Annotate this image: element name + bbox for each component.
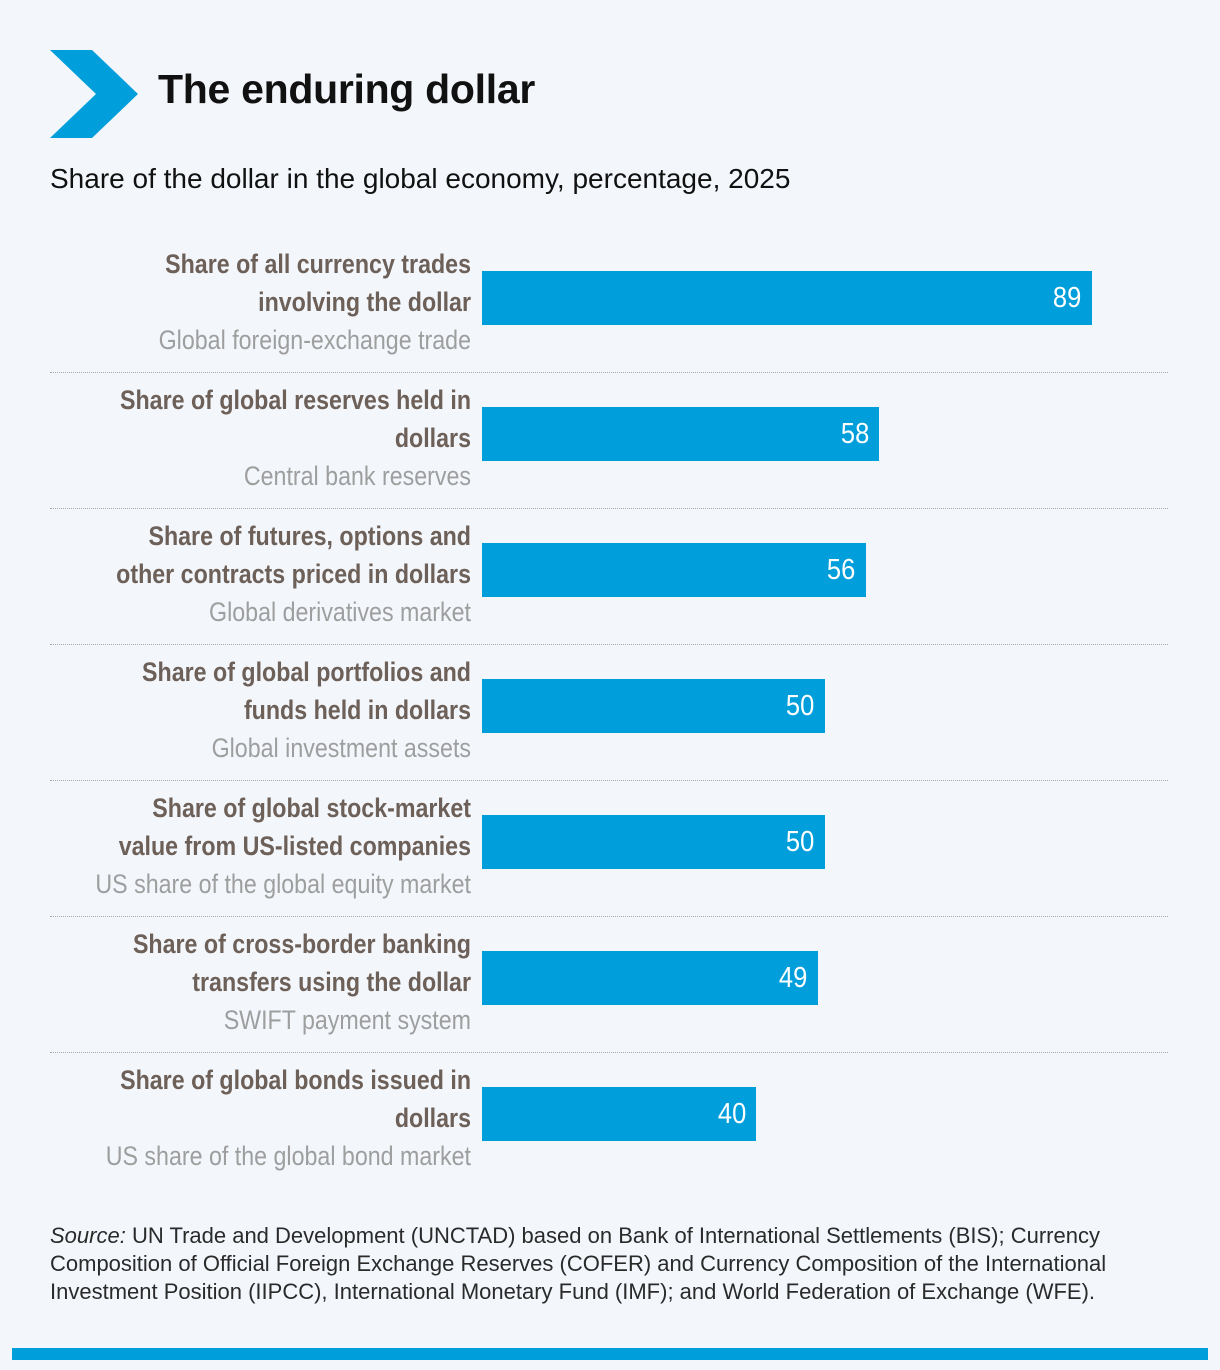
- chart-subtitle: Share of the dollar in the global econom…: [50, 163, 791, 194]
- bar: 50: [482, 679, 825, 733]
- category-title: Share of global stock-market value from …: [118, 793, 471, 861]
- bar-row: Share of global portfolios and funds hel…: [0, 642, 1220, 778]
- bar-value-label: 89: [1053, 282, 1082, 314]
- bar-value-label: 50: [786, 826, 815, 858]
- row-separator: [50, 508, 1168, 509]
- bar-row: Share of futures, options and other cont…: [0, 506, 1220, 642]
- bar-chart: Share of all currency trades involving t…: [0, 230, 1220, 1190]
- bar: 58: [482, 407, 880, 461]
- source-label: Source:: [50, 1223, 126, 1248]
- category-label: Share of all currency trades involving t…: [31, 234, 471, 370]
- row-separator: [50, 372, 1168, 373]
- bar-value-label: 58: [840, 418, 870, 450]
- category-title: Share of global reserves held in dollars: [119, 385, 471, 453]
- bar: 50: [482, 815, 825, 869]
- row-separator: [50, 780, 1168, 781]
- category-title: Share of global portfolios and funds hel…: [142, 657, 471, 725]
- chevron-right-icon: [50, 50, 138, 138]
- source-note: Source: UN Trade and Development (UNCTAD…: [50, 1222, 1180, 1306]
- category-title: Share of cross-border banking transfers …: [132, 929, 471, 997]
- bar-row: Share of global reserves held in dollars…: [0, 370, 1220, 506]
- category-title: Share of futures, options and other cont…: [116, 521, 472, 589]
- bar: 49: [482, 951, 818, 1005]
- category-label: Share of cross-border banking transfers …: [31, 914, 471, 1050]
- category-subtitle: US share of the global bond market: [105, 1141, 472, 1171]
- category-label: Share of global reserves held in dollars…: [31, 370, 471, 506]
- bar-row: Share of global stock-market value from …: [0, 778, 1220, 914]
- category-label: Share of global portfolios and funds hel…: [31, 642, 471, 778]
- bar-value-label: 49: [779, 962, 808, 994]
- chart-title: The enduring dollar: [158, 66, 535, 112]
- row-separator: [50, 916, 1168, 917]
- bar: 56: [482, 543, 866, 597]
- bar-row: Share of all currency trades involving t…: [0, 234, 1220, 370]
- chart-header: The enduring dollar: [50, 50, 1170, 138]
- bar: 89: [482, 271, 1092, 325]
- row-separator: [50, 644, 1168, 645]
- category-title: Share of all currency trades involving t…: [165, 249, 472, 317]
- category-subtitle: Global foreign-exchange trade: [158, 325, 471, 355]
- bar-row: Share of cross-border banking transfers …: [0, 914, 1220, 1050]
- category-label: Share of global stock-market value from …: [31, 778, 471, 914]
- bar-row: Share of global bonds issued in dollars U…: [0, 1050, 1220, 1186]
- bar-value-label: 50: [786, 690, 815, 722]
- category-subtitle: Global derivatives market: [209, 597, 471, 627]
- category-label: Share of global bonds issued in dollars U…: [31, 1050, 471, 1186]
- category-subtitle: Global investment assets: [211, 733, 471, 763]
- category-title: Share of global bonds issued in dollars: [120, 1065, 471, 1133]
- category-subtitle: US share of the global equity market: [95, 869, 471, 899]
- category-label: Share of futures, options and other cont…: [31, 506, 471, 642]
- bar-value-label: 56: [827, 554, 856, 586]
- category-subtitle: Central bank reserves: [243, 461, 471, 491]
- bottom-rule: [12, 1348, 1208, 1360]
- category-subtitle: SWIFT payment system: [223, 1005, 471, 1035]
- row-separator: [50, 1052, 1168, 1053]
- bar: 40: [482, 1087, 756, 1141]
- bar-value-label: 40: [717, 1098, 746, 1130]
- source-text: UN Trade and Development (UNCTAD) based …: [50, 1223, 1107, 1304]
